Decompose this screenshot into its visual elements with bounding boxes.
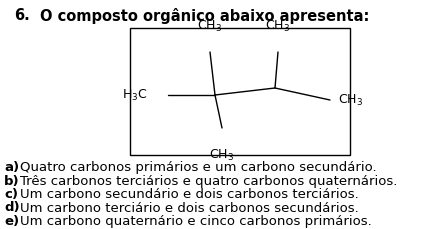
Text: a): a) — [4, 161, 19, 174]
Bar — [130, 28, 350, 155]
Text: Um carbono secundário e dois carbonos terciários.: Um carbono secundário e dois carbonos te… — [20, 188, 359, 201]
Text: H$_3$C: H$_3$C — [122, 87, 148, 103]
Text: Quatro carbonos primários e um carbono secundário.: Quatro carbonos primários e um carbono s… — [20, 161, 377, 174]
Text: Um carbono quaternário e cinco carbonos primários.: Um carbono quaternário e cinco carbonos … — [20, 215, 372, 228]
Text: c): c) — [4, 188, 18, 201]
Text: CH$_3$: CH$_3$ — [266, 19, 291, 34]
Text: CH$_3$: CH$_3$ — [198, 19, 223, 34]
Text: 6.: 6. — [14, 8, 30, 23]
Text: b): b) — [4, 174, 20, 188]
Text: CH$_3$: CH$_3$ — [338, 93, 363, 108]
Text: Um carbono terciário e dois carbonos secundários.: Um carbono terciário e dois carbonos sec… — [20, 202, 359, 215]
Text: d): d) — [4, 202, 20, 215]
Text: e): e) — [4, 215, 19, 228]
Text: Três carbonos terciários e quatro carbonos quaternários.: Três carbonos terciários e quatro carbon… — [20, 174, 397, 188]
Text: CH$_3$: CH$_3$ — [210, 148, 235, 163]
Text: O composto orgânico abaixo apresenta:: O composto orgânico abaixo apresenta: — [40, 8, 369, 24]
